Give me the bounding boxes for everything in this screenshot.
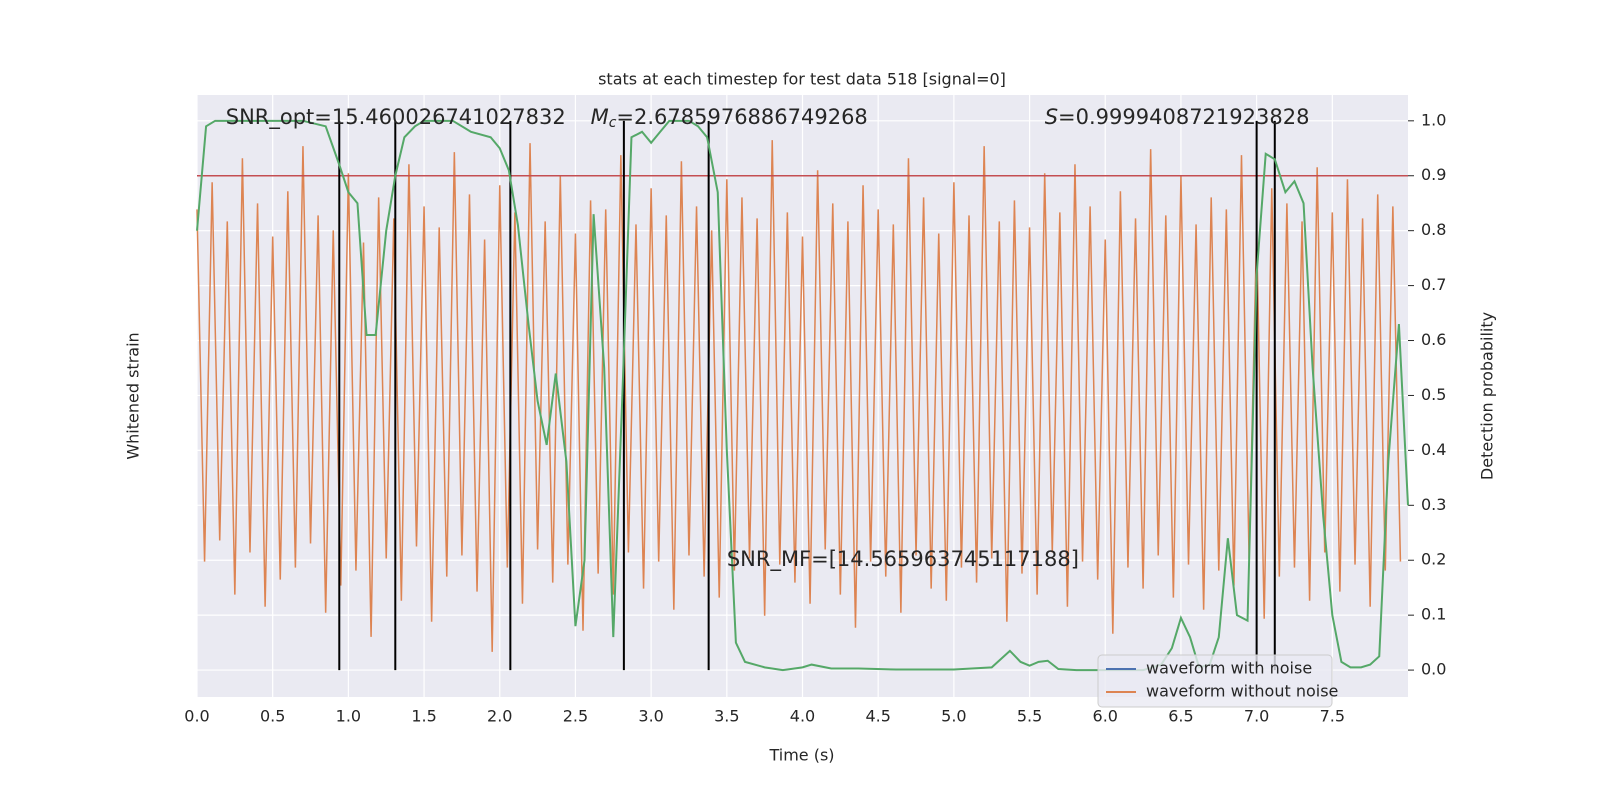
legend-label: waveform with noise <box>1146 659 1312 678</box>
annotation-symbol: S <box>1045 105 1058 129</box>
annotation-subscript: c <box>609 115 617 131</box>
x-tick-label: 7.5 <box>1320 707 1345 726</box>
y2-tick-label: 0.6 <box>1421 330 1446 349</box>
series-line <box>196 140 1402 652</box>
x-tick-label: 2.5 <box>563 707 588 726</box>
y2-tick-label: 0.9 <box>1421 165 1446 184</box>
y2-axis-label: Detection probability <box>1478 312 1497 480</box>
y2-tick-label: 0.4 <box>1421 440 1446 459</box>
chart-title: stats at each timestep for test data 518… <box>598 70 1006 89</box>
annotation-text: SNR_opt=15.460026741027832 <box>226 105 566 130</box>
y2-tick-label: 0.5 <box>1421 385 1446 404</box>
annotation-text: SNR_MF=[14.565963745117188] <box>727 547 1079 572</box>
x-tick-label: 4.0 <box>790 707 815 726</box>
x-tick-label: 6.5 <box>1168 707 1193 726</box>
annotation-text: =2.6785976886749268 <box>616 105 867 129</box>
x-tick-label: 0.5 <box>260 707 285 726</box>
y2-tick-label: 0.8 <box>1421 220 1446 239</box>
x-tick-label: 0.0 <box>184 707 209 726</box>
x-tick-label: 1.5 <box>411 707 436 726</box>
x-tick-label: 6.0 <box>1093 707 1118 726</box>
legend-label: waveform without noise <box>1146 682 1338 701</box>
y2-tick-label: 1.0 <box>1421 110 1446 129</box>
x-axis-label: Time (s) <box>768 746 834 765</box>
x-tick-label: 5.5 <box>1017 707 1042 726</box>
annotation-text: =0.9999408721923828 <box>1058 105 1309 129</box>
y2-tick-label: 0.7 <box>1421 275 1446 294</box>
y2-tick-label: 0.3 <box>1421 495 1446 514</box>
annotation: SNR_opt=15.460026741027832 <box>226 105 566 130</box>
x-tick-label: 7.0 <box>1244 707 1269 726</box>
annotation: SNR_MF=[14.565963745117188] <box>727 547 1079 572</box>
x-tick-label: 1.0 <box>336 707 361 726</box>
y2-tick-label: 0.2 <box>1421 550 1446 569</box>
y2-tick-label: 0.0 <box>1421 660 1446 679</box>
x-tick-label: 4.5 <box>865 707 890 726</box>
x-tick-label: 2.0 <box>487 707 512 726</box>
annotation: Mc=2.6785976886749268 <box>591 105 868 131</box>
annotation-symbol: M <box>591 105 609 129</box>
y2-tick-label: 0.1 <box>1421 605 1446 624</box>
series-line <box>196 119 1409 672</box>
legend-box <box>1097 654 1333 708</box>
x-tick-label: 5.0 <box>941 707 966 726</box>
x-tick-label: 3.5 <box>714 707 739 726</box>
x-tick-label: 3.0 <box>638 707 663 726</box>
annotation: S=0.9999408721923828 <box>1045 105 1310 129</box>
y-axis-label: Whitened strain <box>124 332 143 459</box>
